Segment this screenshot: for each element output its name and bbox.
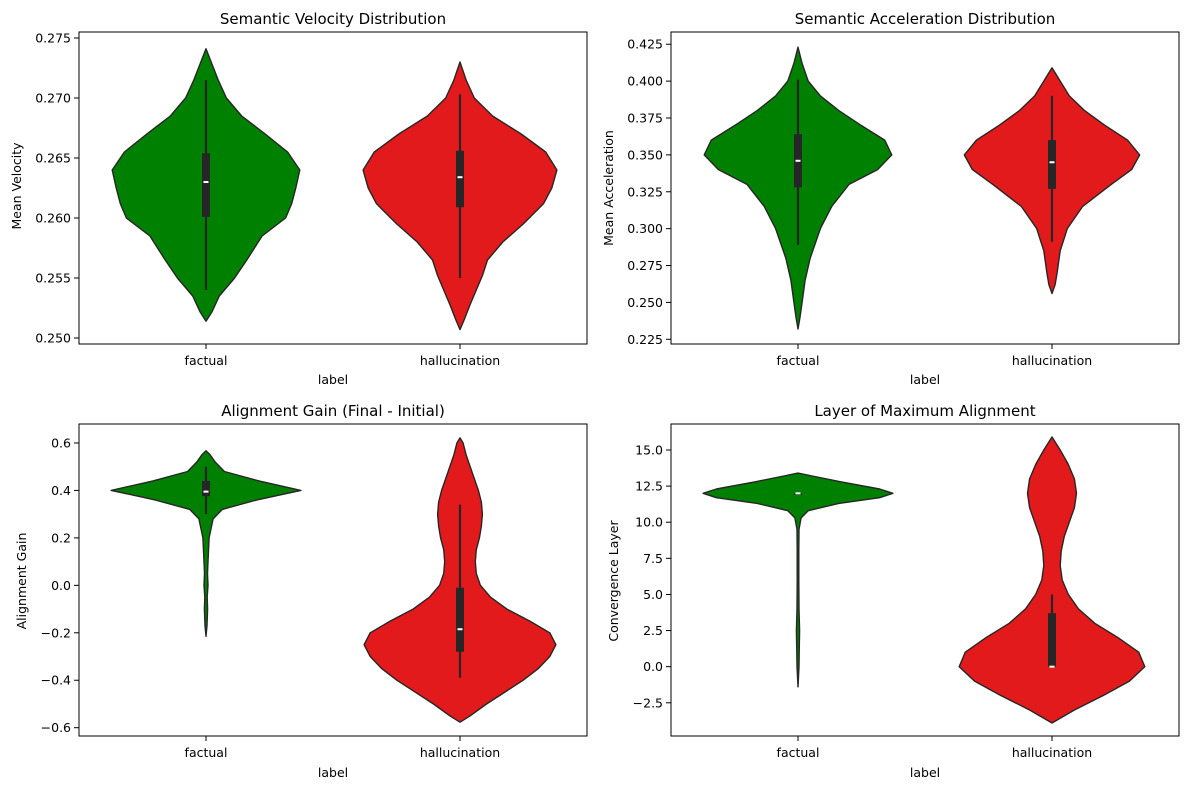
iqr-box-hallucination: [456, 587, 464, 652]
x-axis-label: label: [910, 372, 940, 387]
chart-title: Alignment Gain (Final - Initial): [221, 402, 445, 420]
panel-velocity: Semantic Velocity Distribution Mean Velo…: [9, 10, 588, 387]
y-tick-label: −2.5: [633, 695, 663, 710]
y-tick-label: −0.4: [41, 673, 71, 688]
y-tick-label: 0.250: [627, 295, 663, 310]
x-tick-label: factual: [185, 353, 228, 368]
y-tick-label: 0.2: [51, 530, 71, 545]
iqr-box-hallucination: [456, 150, 464, 208]
y-axis-label: Alignment Gain: [14, 533, 29, 630]
chart-title: Semantic Velocity Distribution: [220, 10, 446, 28]
chart-title: Layer of Maximum Alignment: [814, 402, 1035, 420]
violin-hallucination: [958, 436, 1146, 724]
y-tick-label: 0.275: [627, 258, 663, 273]
y-tick-label: 5.0: [643, 587, 663, 602]
iqr-box-hallucination: [1048, 140, 1056, 189]
y-tick-label: 0.0: [643, 659, 663, 674]
panel-convergence-layer: Layer of Maximum Alignment Convergence L…: [606, 402, 1180, 780]
x-tick-label: factual: [777, 745, 820, 760]
y-tick-label: 0.250: [35, 331, 71, 346]
axes-frame: [670, 31, 1180, 345]
chart-title: Semantic Acceleration Distribution: [795, 10, 1056, 28]
y-tick-label: 0.300: [627, 221, 663, 236]
y-tick-label: 0.275: [35, 31, 71, 46]
iqr-box-factual: [202, 480, 210, 497]
y-tick-label: 0.350: [627, 147, 663, 162]
panel-alignment-gain: Alignment Gain (Final - Initial) Alignme…: [14, 402, 588, 780]
y-tick-label: 0.0: [51, 578, 71, 593]
y-tick-label: 0.400: [627, 74, 663, 89]
x-tick-label: hallucination: [420, 745, 500, 760]
y-tick-label: 7.5: [643, 551, 663, 566]
y-tick-label: 2.5: [643, 623, 663, 638]
y-tick-label: 0.265: [35, 151, 71, 166]
x-axis-label: label: [318, 765, 348, 780]
x-tick-label: factual: [777, 353, 820, 368]
panel-acceleration: Semantic Acceleration Distribution Mean …: [601, 10, 1180, 387]
y-axis-label: Mean Velocity: [9, 142, 24, 230]
y-tick-label: 0.270: [35, 91, 71, 106]
iqr-box-hallucination: [1048, 613, 1056, 667]
y-tick-label: 0.4: [51, 483, 71, 498]
y-tick-label: −0.6: [41, 720, 71, 735]
x-tick-label: hallucination: [420, 353, 500, 368]
y-tick-label: 0.260: [35, 211, 71, 226]
y-tick-label: 0.6: [51, 435, 71, 450]
y-axis-label: Mean Acceleration: [601, 130, 616, 246]
x-tick-label: hallucination: [1012, 745, 1092, 760]
iqr-box-factual: [202, 153, 210, 217]
y-tick-label: 10.0: [635, 515, 663, 530]
axes-frame: [78, 423, 588, 737]
y-tick-label: 12.5: [635, 479, 663, 494]
axes-frame: [670, 423, 1180, 737]
axes-frame: [78, 31, 588, 345]
y-tick-label: 0.325: [627, 184, 663, 199]
y-tick-label: 0.255: [35, 271, 71, 286]
y-axis-label: Convergence Layer: [606, 520, 621, 642]
x-axis-label: label: [318, 372, 348, 387]
y-tick-label: 0.225: [627, 332, 663, 347]
x-tick-label: factual: [185, 745, 228, 760]
y-tick-label: 0.375: [627, 111, 663, 126]
violin-factual: [110, 450, 302, 637]
y-tick-label: −0.2: [41, 625, 71, 640]
y-tick-label: 0.425: [627, 37, 663, 52]
x-tick-label: hallucination: [1012, 353, 1092, 368]
violin-factual: [702, 472, 894, 688]
y-tick-label: 15.0: [635, 443, 663, 458]
x-axis-label: label: [910, 765, 940, 780]
